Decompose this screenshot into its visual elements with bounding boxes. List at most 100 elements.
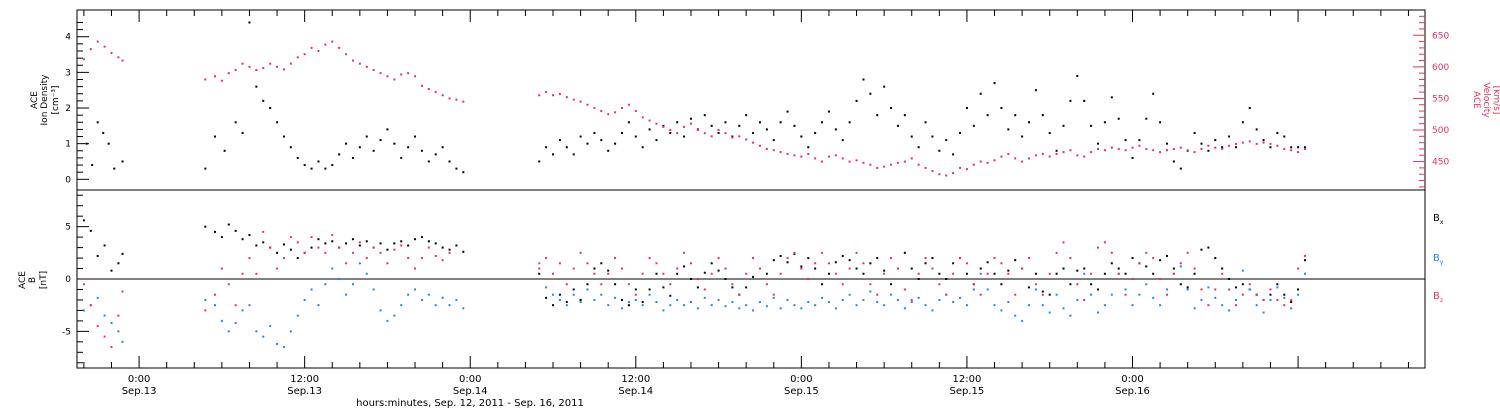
bz-point: [1131, 278, 1134, 280]
field-axis: -5 0 5: [62, 194, 89, 364]
bz-point: [655, 262, 658, 265]
density-point: [1124, 139, 1127, 142]
velocity-point: [565, 96, 568, 99]
bx-point: [1083, 267, 1086, 270]
velocity-point: [1290, 149, 1293, 152]
bx-point: [814, 267, 817, 270]
panel-ion-density-velocity: 0 1 2 3 4 450 500 550 600 650 ACE Ion Density [c…: [30, 9, 1500, 191]
bz-point: [204, 309, 207, 312]
by-point: [1131, 304, 1134, 307]
field-points: [82, 219, 1306, 349]
bz-point: [827, 262, 830, 265]
density-point: [579, 135, 582, 138]
density-point: [959, 131, 962, 134]
velocity-point: [276, 65, 279, 68]
velocity-point: [703, 132, 706, 135]
density-point: [1090, 124, 1093, 127]
velocity-point: [1034, 154, 1037, 157]
bz-point: [669, 283, 672, 286]
velocity-point: [1207, 144, 1210, 147]
velocity-point: [1234, 142, 1237, 145]
density-point: [296, 156, 299, 159]
bx-point: [848, 259, 851, 262]
bz-point: [289, 236, 292, 239]
velocity-point: [607, 113, 610, 116]
bz-point: [807, 278, 810, 280]
velocity-point: [117, 56, 120, 59]
velocity-point: [427, 87, 430, 90]
bz-point: [117, 314, 120, 317]
by-point: [883, 304, 886, 307]
bx-point: [952, 262, 955, 265]
by-point: [1276, 286, 1279, 289]
bx-point: [634, 288, 637, 291]
velocity-point: [979, 160, 982, 163]
bx-point: [1062, 267, 1065, 270]
velocity-point: [758, 144, 761, 147]
density-point: [1269, 146, 1272, 149]
velocity-point: [89, 48, 92, 51]
bx-point: [121, 252, 124, 255]
velocity-point: [952, 171, 955, 174]
velocity-axis-label-line3: [km/s]: [1491, 86, 1500, 115]
density-point: [738, 124, 741, 127]
by-point: [1262, 311, 1265, 314]
bx-point: [1165, 254, 1168, 257]
bz-point: [586, 262, 589, 265]
by-point: [896, 298, 899, 301]
by-point: [117, 330, 120, 333]
field-axis-label-line1: ACE: [18, 271, 28, 289]
velocity-point: [1228, 144, 1231, 147]
date-tick-label: Sep.14: [453, 386, 488, 397]
density-point: [972, 124, 975, 127]
density-point: [213, 135, 216, 138]
velocity-point: [1021, 160, 1024, 163]
density-point: [745, 114, 748, 117]
bz-point: [414, 267, 417, 270]
velocity-point: [655, 122, 658, 125]
velocity-point: [579, 100, 582, 103]
density-point: [331, 164, 334, 167]
velocity-axis-label-line1: ACE: [1471, 91, 1481, 109]
velocity-point: [669, 129, 672, 131]
velocity-point: [1131, 146, 1134, 149]
density-point: [351, 156, 354, 159]
velocity-point: [448, 97, 451, 100]
by-point: [248, 304, 251, 307]
density-point: [938, 149, 941, 152]
bx-point: [862, 272, 865, 275]
density-point: [565, 146, 568, 149]
velocity-point: [965, 168, 968, 171]
velocity-point: [303, 53, 306, 56]
bz-point: [1097, 246, 1100, 249]
density-point: [772, 139, 775, 142]
density-point: [427, 160, 430, 163]
by-point: [1138, 293, 1141, 296]
bz-point: [1159, 278, 1162, 280]
bx-point: [1234, 286, 1237, 289]
velocity-point: [917, 163, 920, 166]
legend-bz: Bz: [1433, 291, 1443, 304]
bz-point: [1255, 293, 1258, 296]
density-point: [1290, 146, 1293, 149]
velocity-point: [924, 166, 927, 169]
density-point: [903, 114, 906, 117]
density-point: [1117, 117, 1120, 120]
velocity-point: [834, 154, 837, 157]
bz-point: [420, 257, 423, 260]
bz-point: [400, 244, 403, 247]
by-point: [1062, 307, 1065, 310]
density-point: [710, 124, 713, 127]
by-point: [317, 304, 320, 307]
bx-point: [869, 262, 872, 265]
bz-point: [372, 246, 375, 249]
bz-point: [614, 257, 617, 260]
velocity-point: [282, 68, 285, 71]
bx-point: [765, 272, 768, 275]
bz-point: [965, 262, 968, 265]
bz-point: [552, 272, 555, 275]
by-point: [1290, 307, 1293, 310]
by-point: [420, 298, 423, 301]
density-point: [800, 135, 803, 138]
density-point: [676, 121, 679, 124]
